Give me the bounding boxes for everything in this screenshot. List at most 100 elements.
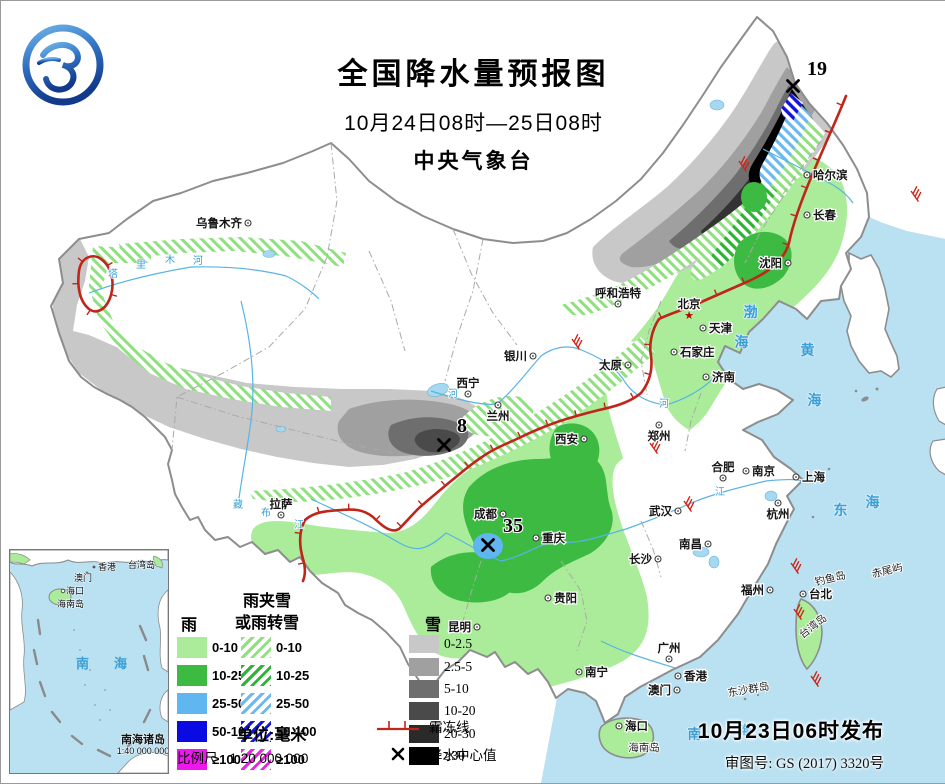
inset-label: 南海诸岛 bbox=[121, 732, 165, 746]
cma-logo bbox=[19, 21, 107, 109]
scale-label: 比例尺 bbox=[177, 751, 218, 766]
legend-item-label: 0-2.5 bbox=[444, 636, 472, 652]
svg-text:重庆: 重庆 bbox=[542, 531, 565, 545]
svg-text:武汉: 武汉 bbox=[649, 504, 672, 518]
svg-text:拉萨: 拉萨 bbox=[270, 497, 293, 511]
precip-center-label: 降水中心值 bbox=[429, 744, 497, 764]
svg-text:里: 里 bbox=[136, 259, 146, 271]
legend-item: 0-10 bbox=[241, 633, 316, 661]
wind-barb-icon bbox=[911, 186, 925, 201]
svg-text:河: 河 bbox=[193, 255, 203, 267]
svg-text:藏: 藏 bbox=[233, 499, 243, 511]
svg-text:天津: 天津 bbox=[709, 321, 732, 335]
legend-swatch bbox=[241, 693, 271, 714]
release-time: 10月23日06时发布 bbox=[698, 715, 884, 745]
symbol-legend: 霜冻线 降水中心值 bbox=[375, 715, 497, 771]
legend-item-label: 0-10 bbox=[276, 640, 302, 655]
legend-rain-header: 雨 bbox=[181, 611, 197, 635]
legend-item-label: 10-25 bbox=[276, 668, 309, 683]
svg-text:长沙: 长沙 bbox=[629, 552, 652, 566]
legend-item: 5-10 bbox=[409, 678, 476, 700]
svg-text:石家庄: 石家庄 bbox=[679, 345, 715, 359]
inset-label: 海口 bbox=[66, 585, 84, 596]
legend-swatch bbox=[177, 693, 207, 714]
svg-text:8: 8 bbox=[457, 415, 467, 437]
svg-text:上海: 上海 bbox=[802, 470, 825, 484]
inset-label: 澳门 bbox=[74, 572, 92, 583]
frost-line-label: 霜冻线 bbox=[429, 716, 470, 736]
legend-item: 25-50 bbox=[241, 689, 316, 717]
scale-value: 1:20 000 000 bbox=[230, 751, 309, 766]
legend-swatch bbox=[177, 721, 207, 742]
legend-swatch bbox=[409, 680, 439, 698]
svg-text:香港: 香港 bbox=[683, 669, 707, 683]
legend-swatch bbox=[177, 637, 207, 658]
svg-text:成都: 成都 bbox=[474, 507, 497, 521]
svg-text:海南岛: 海南岛 bbox=[628, 741, 660, 754]
frost-line-icon bbox=[375, 718, 421, 734]
svg-text:海: 海 bbox=[735, 334, 750, 350]
svg-text:木: 木 bbox=[165, 254, 175, 266]
svg-text:台北: 台北 bbox=[809, 587, 832, 601]
svg-text:合肥: 合肥 bbox=[712, 460, 735, 474]
svg-text:太原: 太原 bbox=[598, 358, 622, 372]
inset-label: 台湾岛 bbox=[128, 559, 155, 570]
svg-text:东: 东 bbox=[834, 502, 849, 518]
svg-text:郑州: 郑州 bbox=[648, 429, 671, 443]
inset-label: 南 bbox=[76, 656, 89, 671]
svg-text:南宁: 南宁 bbox=[585, 665, 608, 679]
svg-text:乌鲁木齐: 乌鲁木齐 bbox=[196, 216, 242, 230]
legend-unit: 单位:毫米 bbox=[237, 721, 306, 745]
svg-text:贵阳: 贵阳 bbox=[554, 591, 577, 605]
svg-text:塔: 塔 bbox=[108, 267, 118, 280]
svg-text:广州: 广州 bbox=[658, 641, 681, 655]
inset-label: 海南岛 bbox=[57, 598, 84, 609]
svg-text:南京: 南京 bbox=[752, 464, 775, 478]
svg-text:西宁: 西宁 bbox=[457, 376, 480, 390]
svg-text:19: 19 bbox=[807, 58, 827, 80]
svg-text:黄: 黄 bbox=[801, 342, 816, 358]
svg-text:兰州: 兰州 bbox=[487, 409, 510, 423]
legend-swatch bbox=[177, 665, 207, 686]
legend-snow-header: 雪 bbox=[425, 611, 441, 635]
release-info: 10月23日06时发布 审图号: GS (2017) 3320号 bbox=[698, 715, 884, 773]
svg-text:35: 35 bbox=[503, 515, 523, 537]
svg-text:河: 河 bbox=[659, 398, 669, 410]
inset-label: 香港 bbox=[98, 561, 116, 572]
precip-center-icon bbox=[375, 747, 421, 761]
svg-text:江: 江 bbox=[715, 486, 725, 498]
svg-text:呼和浩特: 呼和浩特 bbox=[595, 286, 641, 300]
svg-text:江: 江 bbox=[294, 519, 304, 531]
svg-text:海: 海 bbox=[866, 494, 881, 510]
legend-swatch bbox=[409, 658, 439, 676]
legend-item-label: 25-50 bbox=[276, 696, 309, 711]
svg-text:海口: 海口 bbox=[625, 719, 648, 733]
inset-label: 1:40 000 000 bbox=[117, 746, 168, 756]
svg-text:长春: 长春 bbox=[813, 208, 836, 222]
svg-text:澳门: 澳门 bbox=[648, 683, 671, 697]
legend-item-label: 5-10 bbox=[444, 681, 469, 697]
legend-swatch bbox=[241, 637, 271, 658]
legend-item: 2.5-5 bbox=[409, 655, 476, 677]
legend-item: 0-2.5 bbox=[409, 633, 476, 655]
svg-text:福州: 福州 bbox=[740, 583, 764, 597]
map-scale: 比例尺 1:20 000 000 bbox=[177, 747, 308, 767]
legend-sleet-header-2: 或雨转雪 bbox=[235, 609, 299, 633]
svg-text:北京: 北京 bbox=[678, 297, 701, 311]
svg-text:杭州: 杭州 bbox=[767, 507, 790, 521]
legend-item-label: 2.5-5 bbox=[444, 659, 472, 675]
legend-item: 10-25 bbox=[241, 661, 316, 689]
map-approval-number: 审图号: GS (2017) 3320号 bbox=[698, 752, 884, 773]
legend-item-label: 0-10 bbox=[212, 640, 238, 655]
legend-swatch bbox=[409, 635, 439, 653]
svg-text:济南: 济南 bbox=[712, 370, 735, 384]
legend-sleet-header-1: 雨夹雪 bbox=[243, 587, 291, 611]
svg-text:渤: 渤 bbox=[744, 304, 759, 320]
svg-text:南昌: 南昌 bbox=[679, 537, 702, 551]
inset-label: 海 bbox=[114, 656, 127, 671]
svg-text:沈阳: 沈阳 bbox=[759, 256, 782, 270]
svg-text:西安: 西安 bbox=[555, 432, 578, 446]
legend-swatch bbox=[241, 665, 271, 686]
